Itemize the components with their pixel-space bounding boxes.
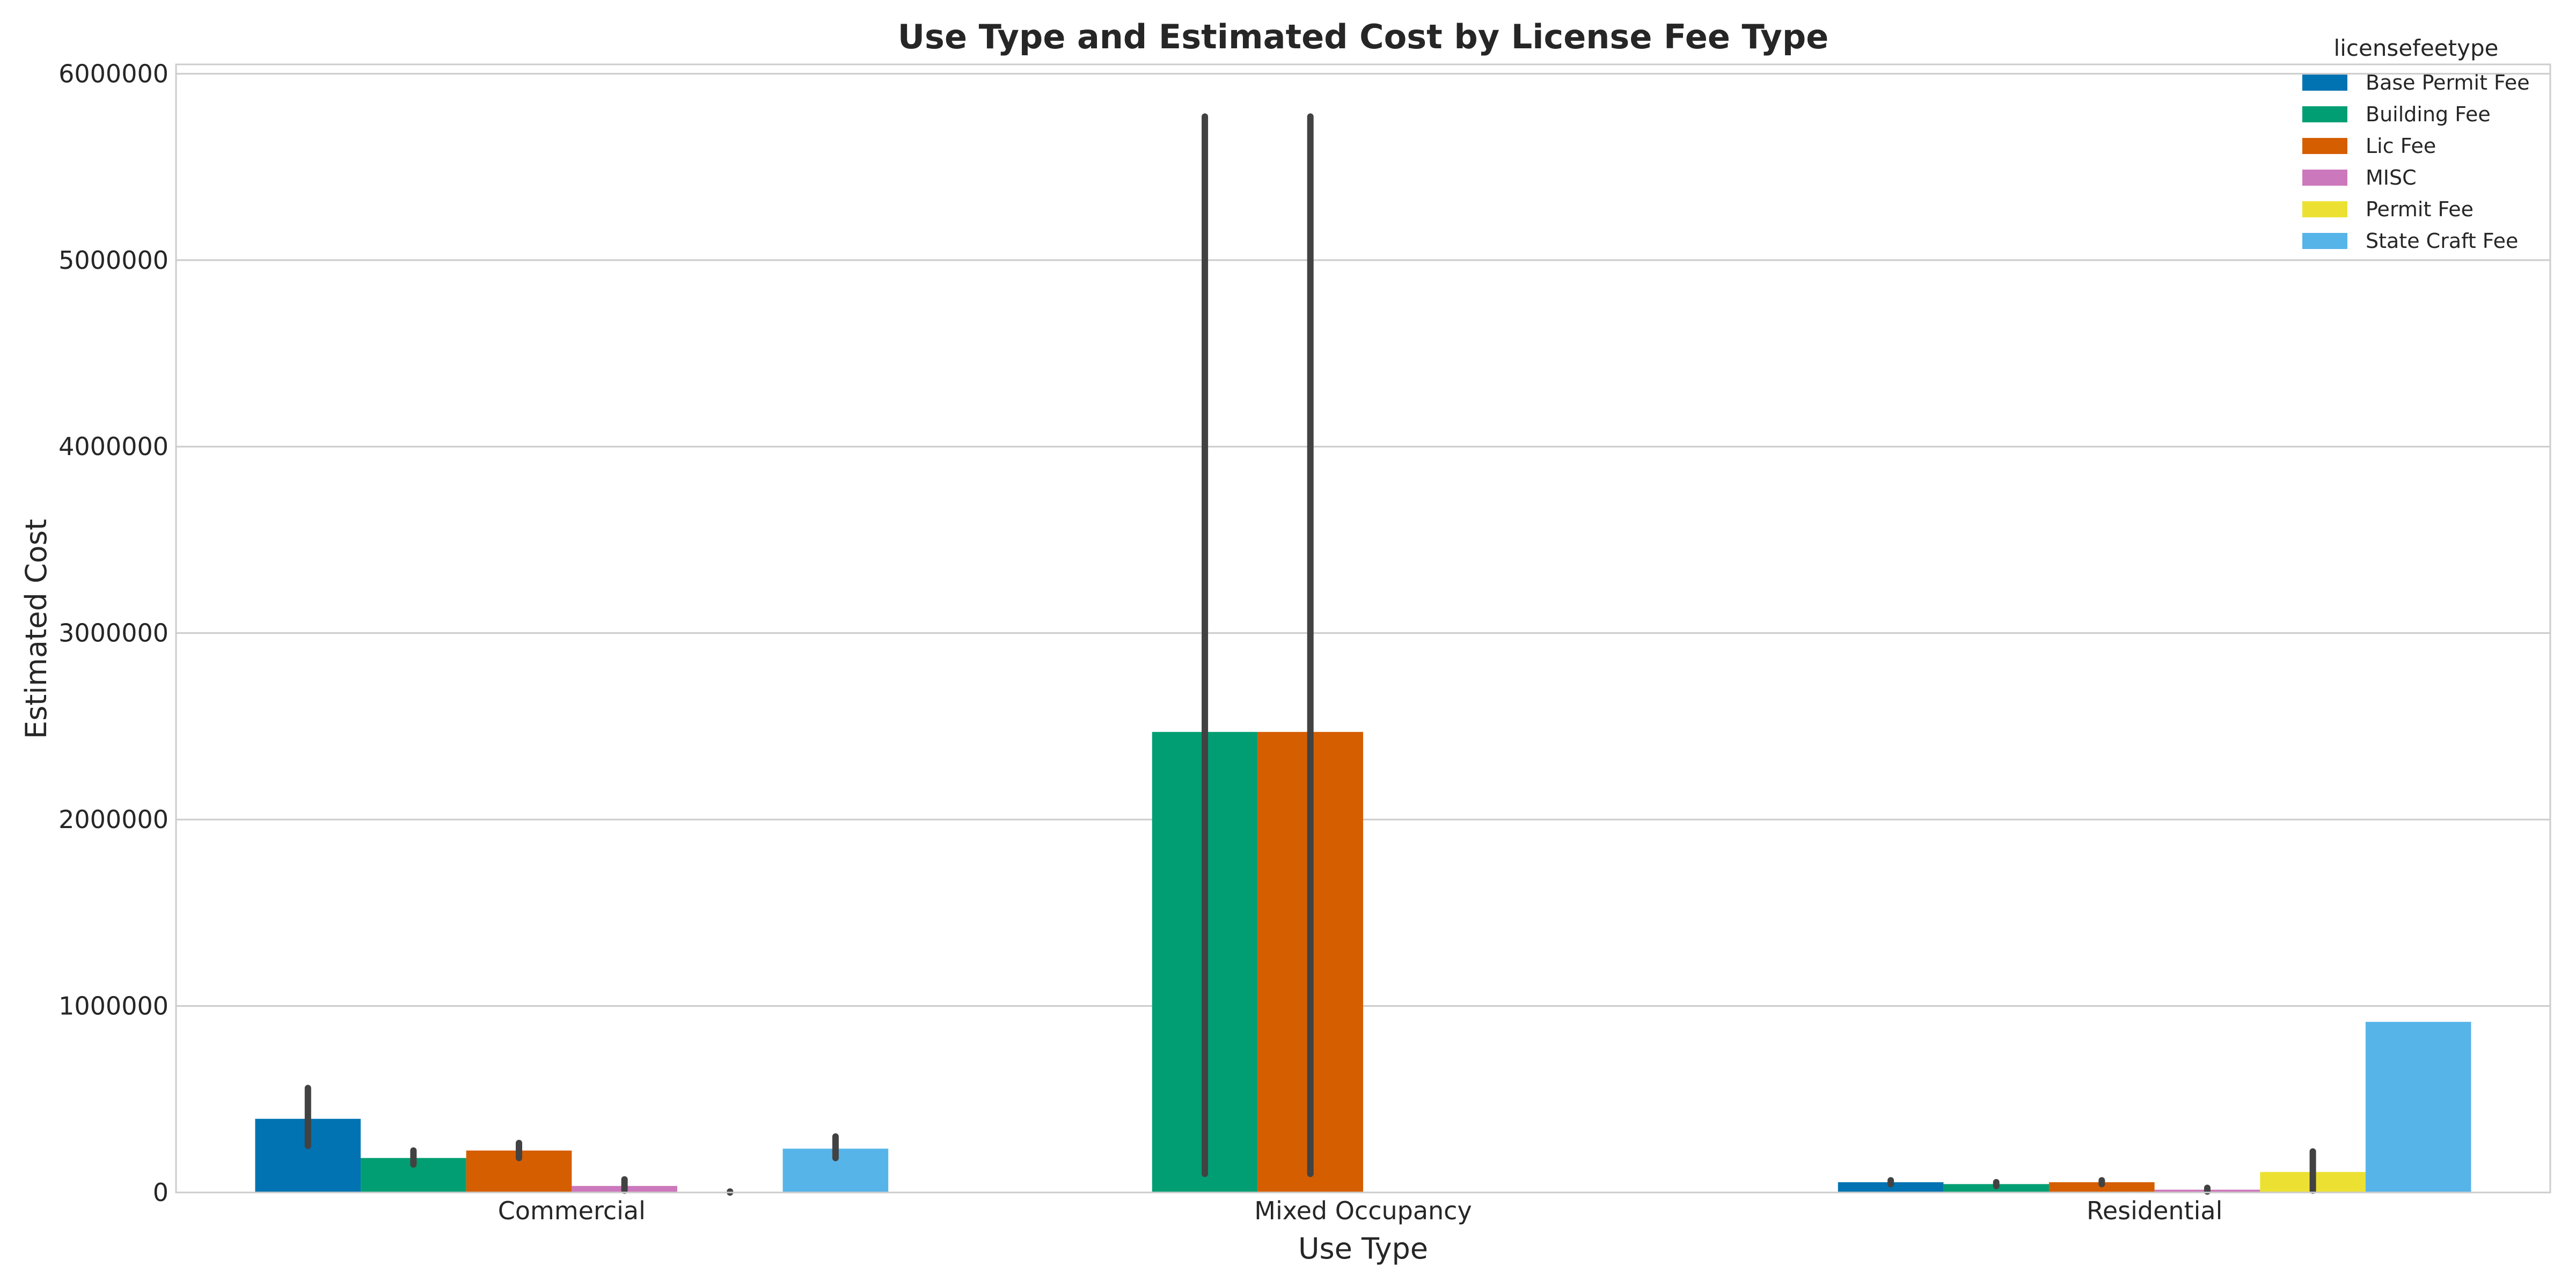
legend-swatch [2302, 170, 2347, 186]
legend-label: State Craft Fee [2366, 229, 2518, 253]
bar-lic-fee [2049, 1182, 2155, 1192]
x-tick-label: Residential [2087, 1196, 2222, 1225]
legend-swatch [2302, 106, 2347, 122]
legend-label: Lic Fee [2366, 134, 2436, 158]
chart-title: Use Type and Estimated Cost by License F… [898, 17, 1829, 56]
legend-swatch [2302, 201, 2347, 217]
legend-swatch [2302, 75, 2347, 91]
legend-label: Base Permit Fee [2366, 71, 2530, 94]
bar-state-craft-fee [2365, 1022, 2471, 1192]
plot-frame [175, 63, 2551, 1194]
y-tick-label: 4000000 [58, 432, 169, 461]
x-axis-ticks: Commercial Mixed Occupancy Residential [498, 1196, 2223, 1225]
y-tick-label: 2000000 [58, 805, 169, 834]
x-tick-label: Mixed Occupancy [1254, 1196, 1472, 1225]
y-tick-label: 0 [153, 1178, 169, 1207]
legend: licensefeetype Base Permit Fee Building F… [2302, 35, 2530, 253]
x-tick-label: Commercial [498, 1196, 646, 1225]
y-tick-label: 5000000 [58, 246, 169, 275]
legend-label: MISC [2366, 166, 2417, 189]
legend-title: licensefeetype [2334, 35, 2499, 61]
y-tick-label: 6000000 [58, 59, 169, 88]
error-bars [304, 113, 2316, 1196]
bar-base-permit-fee [1838, 1182, 1944, 1192]
legend-swatch [2302, 233, 2347, 249]
legend-label: Permit Fee [2366, 197, 2473, 221]
y-axis-ticks: 0 1000000 2000000 3000000 4000000 5000000 6000… [58, 59, 169, 1207]
y-tick-label: 1000000 [58, 992, 169, 1021]
legend-swatch [2302, 138, 2347, 154]
x-axis-label: Use Type [1298, 1232, 1428, 1265]
y-axis-label: Estimated Cost [19, 519, 53, 739]
y-tick-label: 3000000 [58, 619, 169, 648]
legend-label: Building Fee [2366, 103, 2491, 126]
